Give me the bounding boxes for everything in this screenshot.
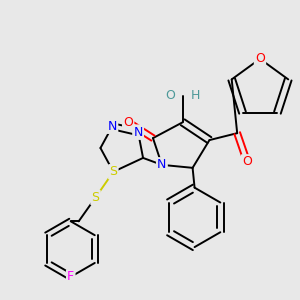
Text: F: F bbox=[67, 270, 74, 283]
Text: O: O bbox=[165, 89, 175, 102]
Text: N: N bbox=[108, 120, 117, 133]
Text: O: O bbox=[123, 116, 133, 129]
Text: H: H bbox=[190, 89, 200, 102]
Text: O: O bbox=[255, 52, 265, 65]
Text: S: S bbox=[109, 165, 117, 178]
Text: N: N bbox=[134, 126, 143, 139]
Text: S: S bbox=[92, 191, 100, 204]
Text: O: O bbox=[242, 155, 252, 168]
Text: N: N bbox=[157, 158, 167, 171]
